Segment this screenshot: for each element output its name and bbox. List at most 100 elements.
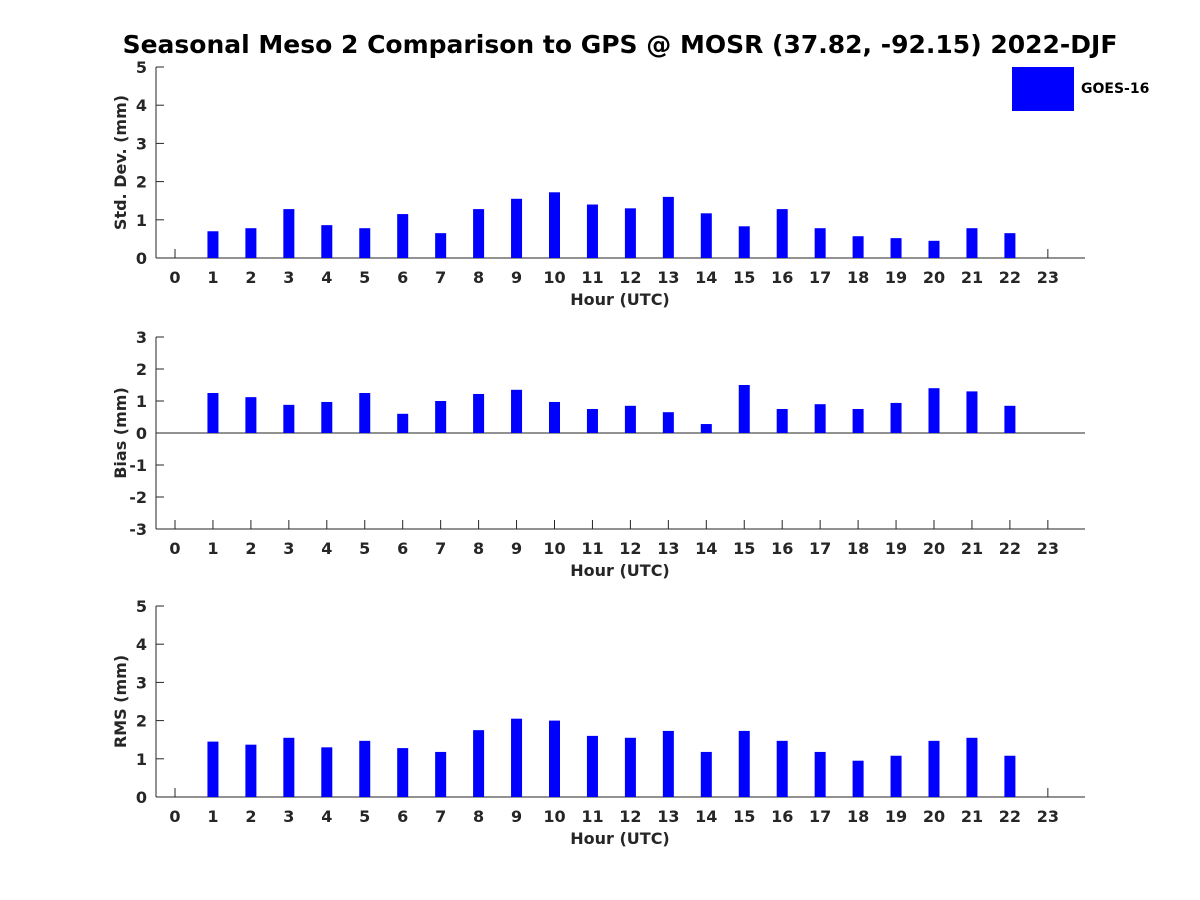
bar [283,404,295,433]
x-tick-label: 13 [657,807,679,826]
x-tick-label: 10 [543,807,565,826]
x-tick-label: 7 [435,268,446,287]
x-tick-label: 17 [809,807,831,826]
x-tick-label: 2 [245,268,256,287]
x-tick-label: 10 [543,539,565,558]
y-tick-label: 0 [136,788,147,807]
x-tick-label: 12 [619,268,641,287]
bar [586,409,598,433]
y-tick-label: 3 [136,673,147,692]
bar [435,751,447,797]
x-tick-label: 0 [169,807,180,826]
x-tick-label: 23 [1037,539,1059,558]
x-tick-label: 4 [321,539,332,558]
y-axis-label: Bias (mm) [111,387,130,479]
x-tick-label: 15 [733,807,755,826]
x-tick-label: 8 [473,539,484,558]
y-tick-label: 1 [136,392,147,411]
x-tick-label: 23 [1037,268,1059,287]
x-tick-label: 23 [1037,807,1059,826]
bar [359,228,371,258]
bar [283,209,295,258]
x-tick-label: 22 [999,539,1021,558]
bar [624,737,636,797]
bar [700,213,712,258]
x-tick-label: 19 [885,539,907,558]
x-tick-label: 5 [359,268,370,287]
x-tick-label: 13 [657,268,679,287]
bar [359,393,371,433]
bar [966,737,978,797]
x-tick-label: 21 [961,807,983,826]
bar [207,393,219,433]
x-tick-label: 20 [923,268,945,287]
x-tick-label: 22 [999,268,1021,287]
bar [245,744,257,797]
bar [1004,405,1016,433]
y-tick-label: 1 [136,211,147,230]
y-tick-label: 0 [136,249,147,268]
x-axis-label: Hour (UTC) [570,561,670,580]
chart-title: Seasonal Meso 2 Comparison to GPS @ MOSR… [122,30,1118,59]
bar [207,231,219,258]
y-tick-label: 4 [136,96,147,115]
y-tick-label: 3 [136,328,147,347]
x-tick-label: 5 [359,807,370,826]
y-tick-label: 5 [136,597,147,616]
y-axis-label: RMS (mm) [111,655,130,748]
x-tick-label: 17 [809,539,831,558]
bar [928,240,940,258]
legend-label: GOES-16 [1081,81,1150,97]
bar [700,424,712,433]
bar [890,755,902,797]
legend-swatch [1012,67,1074,111]
bar [852,236,864,258]
x-axis-label: Hour (UTC) [570,290,670,309]
x-axis-label: Hour (UTC) [570,829,670,848]
x-tick-label: 7 [435,807,446,826]
y-tick-label: -2 [129,488,147,507]
bar [662,196,674,258]
bar [473,393,485,433]
bar [511,718,523,797]
y-tick-label: -3 [129,520,147,539]
bar [814,228,826,258]
x-tick-label: 16 [771,539,793,558]
bar [549,192,560,258]
x-tick-label: 12 [619,539,641,558]
x-tick-label: 14 [695,807,717,826]
x-tick-label: 13 [657,539,679,558]
bar [586,735,598,797]
bar [738,385,750,433]
x-tick-label: 16 [771,268,793,287]
bar [283,737,295,797]
y-tick-label: 2 [136,173,147,192]
x-tick-label: 8 [473,268,484,287]
bar [776,409,788,433]
bar [700,751,712,797]
bar [397,748,409,797]
bar [435,401,447,433]
y-tick-label: -1 [129,456,147,475]
x-tick-label: 9 [511,807,522,826]
bar [473,730,485,797]
y-tick-label: 0 [136,424,147,443]
y-tick-label: 1 [136,750,147,769]
bar [473,209,485,258]
bar [814,404,826,433]
x-tick-label: 0 [169,539,180,558]
x-tick-label: 11 [581,807,603,826]
bar [852,760,864,797]
bar [397,214,409,258]
x-tick-label: 11 [581,539,603,558]
x-tick-label: 19 [885,807,907,826]
bar [435,233,447,258]
x-tick-label: 17 [809,268,831,287]
x-tick-label: 1 [207,268,218,287]
x-tick-label: 20 [923,539,945,558]
bar [359,740,371,797]
x-tick-label: 14 [695,268,717,287]
bar [511,198,523,258]
x-tick-label: 21 [961,539,983,558]
bar [890,402,902,433]
